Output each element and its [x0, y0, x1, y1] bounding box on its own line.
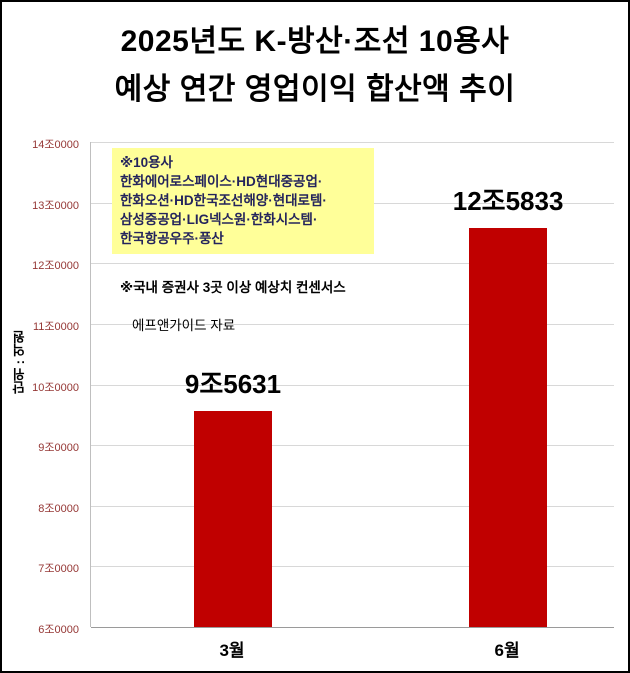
companies-note-line: 한국항공우주·풍산 [120, 231, 224, 246]
consensus-note: ※국내 증권사 3곳 이상 예상치 컨센서스 [120, 280, 346, 295]
y-tick-label: 14조0000 [32, 139, 79, 151]
companies-note-box: ※10용사 한화에어로스페이스·HD현대중공업· 한화오션·HD한국조선해양·현… [112, 148, 374, 254]
bar-value-label: 12조5833 [452, 185, 564, 216]
companies-note-line: 한화에어로스페이스·HD현대중공업· [120, 174, 323, 189]
gridline [91, 384, 614, 386]
gridline [91, 445, 614, 447]
bar-3월 [194, 411, 272, 627]
bar-6월 [469, 227, 548, 627]
chart-title-line1: 2025년도 K-방산·조선 10용사 [120, 25, 510, 58]
source-note: 에프앤가이드 자료 [132, 318, 236, 333]
gridline [91, 505, 614, 507]
y-tick-label: 13조0000 [32, 199, 79, 212]
y-tick-label: 6조0000 [38, 624, 79, 636]
y-tick-label: 11조0000 [32, 320, 79, 333]
chart-title: 2025년도 K-방산·조선 10용사 예상 연간 영업이익 합산액 추이 [2, 18, 628, 114]
companies-note-line: 한화오션·HD한국조선해양·현대로템· [120, 193, 327, 208]
gridline [91, 566, 614, 568]
y-tick-label: 10조0000 [32, 381, 79, 394]
gridline [91, 627, 614, 628]
companies-note-header: ※10용사 [120, 155, 173, 170]
x-tick-labels: 3월 6월 [90, 636, 614, 664]
bars: 9조5631 12조5833 [91, 142, 614, 627]
y-tick-label: 12조0000 [32, 260, 79, 273]
companies-note-line: 삼성중공업·LIG넥스원·한화시스템· [120, 212, 318, 227]
gridline [91, 323, 614, 325]
y-tick-label: 9조0000 [38, 442, 79, 455]
gridline [91, 263, 614, 265]
chart-title-line2: 예상 연간 영업이익 합산액 추이 [114, 73, 516, 106]
y-tick-label: 8조0000 [38, 502, 79, 515]
plot-area: 9조5631 12조5833 [90, 142, 614, 628]
bar-value-label: 9조5631 [184, 369, 282, 399]
x-tick-label: 3월 [219, 641, 245, 660]
y-tick-labels: 14조0000 13조0000 12조0000 11조0000 10조0000 9조000… [2, 139, 86, 636]
y-tick-label: 7조0000 [38, 563, 79, 576]
gridline [91, 142, 614, 143]
x-tick-label: 6월 [494, 641, 520, 660]
